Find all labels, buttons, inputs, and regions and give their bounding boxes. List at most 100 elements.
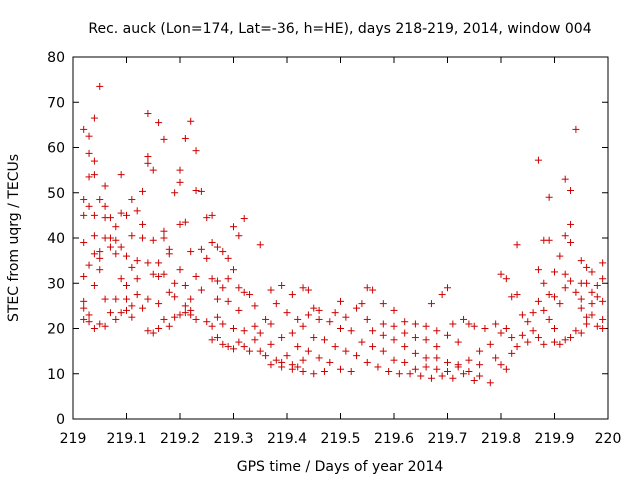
data-point xyxy=(422,322,430,330)
data-point xyxy=(583,320,591,328)
data-point xyxy=(235,338,243,346)
data-point xyxy=(599,275,607,283)
data-point xyxy=(85,173,93,181)
data-point xyxy=(379,320,387,328)
y-axis-ticks: 0 10 20 30 40 50 60 70 80 xyxy=(47,50,608,428)
data-point xyxy=(294,315,302,323)
data-point xyxy=(139,304,147,312)
data-point xyxy=(556,300,564,308)
data-point xyxy=(144,327,152,335)
data-point xyxy=(80,315,88,323)
data-point xyxy=(502,325,510,332)
y-tick-label: 30 xyxy=(47,276,65,292)
data-point xyxy=(96,196,104,204)
data-point xyxy=(401,329,409,337)
data-point xyxy=(128,302,136,310)
data-point xyxy=(304,347,312,355)
data-point xyxy=(80,304,88,312)
data-point xyxy=(406,370,414,378)
data-point xyxy=(310,370,318,378)
data-point xyxy=(411,320,419,328)
data-point xyxy=(90,282,98,290)
data-point xyxy=(85,132,93,140)
data-point xyxy=(160,315,168,323)
data-point xyxy=(240,343,248,351)
data-point xyxy=(213,243,221,251)
data-point xyxy=(401,343,409,351)
data-point xyxy=(588,311,596,319)
data-point xyxy=(112,295,120,303)
data-point xyxy=(583,263,591,271)
data-point xyxy=(599,297,607,305)
data-point xyxy=(80,125,88,133)
data-point xyxy=(572,288,580,296)
data-point xyxy=(149,236,157,244)
data-point xyxy=(213,313,221,321)
y-tick-label: 50 xyxy=(47,186,65,202)
data-point xyxy=(593,322,601,330)
data-point xyxy=(96,82,104,90)
data-point xyxy=(422,354,430,362)
data-point xyxy=(561,270,569,278)
data-point xyxy=(165,322,173,330)
data-point xyxy=(246,347,254,355)
x-tick-label: 219.5 xyxy=(320,431,360,447)
data-point xyxy=(534,297,542,305)
data-point xyxy=(213,295,221,303)
data-point xyxy=(513,241,521,249)
data-point xyxy=(577,329,585,337)
data-point xyxy=(256,347,264,355)
data-point xyxy=(224,297,232,305)
data-point xyxy=(171,293,179,301)
data-point xyxy=(171,279,179,287)
data-point xyxy=(251,302,259,310)
data-point xyxy=(106,309,114,317)
data-point xyxy=(90,157,98,165)
data-point xyxy=(476,361,484,369)
data-point xyxy=(133,207,141,215)
data-point xyxy=(96,254,104,262)
data-point xyxy=(492,354,500,362)
data-point xyxy=(390,306,398,314)
data-point xyxy=(422,336,430,344)
data-point xyxy=(369,343,377,351)
data-point xyxy=(433,343,441,351)
data-point xyxy=(363,358,371,366)
data-point xyxy=(534,156,542,164)
data-point xyxy=(315,354,323,362)
data-point xyxy=(395,370,403,378)
data-point xyxy=(497,270,505,278)
data-point xyxy=(513,291,521,299)
data-point xyxy=(80,211,88,219)
data-point xyxy=(518,331,526,339)
y-tick-label: 70 xyxy=(47,95,65,111)
data-point xyxy=(583,313,591,321)
data-point xyxy=(486,340,494,348)
data-point xyxy=(235,306,243,314)
data-point xyxy=(353,352,361,360)
data-point xyxy=(208,336,216,344)
y-tick-label: 0 xyxy=(56,412,65,428)
data-point xyxy=(561,284,569,292)
data-point xyxy=(267,286,275,294)
data-point xyxy=(299,356,307,364)
data-point xyxy=(128,263,136,271)
data-point xyxy=(230,223,237,231)
data-point xyxy=(85,149,93,157)
data-point xyxy=(465,356,473,364)
data-point xyxy=(577,295,585,303)
data-point xyxy=(149,270,157,278)
data-point xyxy=(176,220,184,228)
data-point xyxy=(101,295,109,303)
data-point xyxy=(224,343,232,351)
data-point xyxy=(310,334,318,342)
data-point xyxy=(155,272,163,280)
data-point xyxy=(187,117,195,125)
data-point xyxy=(90,325,98,332)
data-point xyxy=(465,367,473,375)
data-point xyxy=(213,277,221,285)
data-point xyxy=(144,259,152,267)
data-point xyxy=(551,268,558,276)
data-point xyxy=(518,311,526,319)
data-point xyxy=(433,365,441,373)
